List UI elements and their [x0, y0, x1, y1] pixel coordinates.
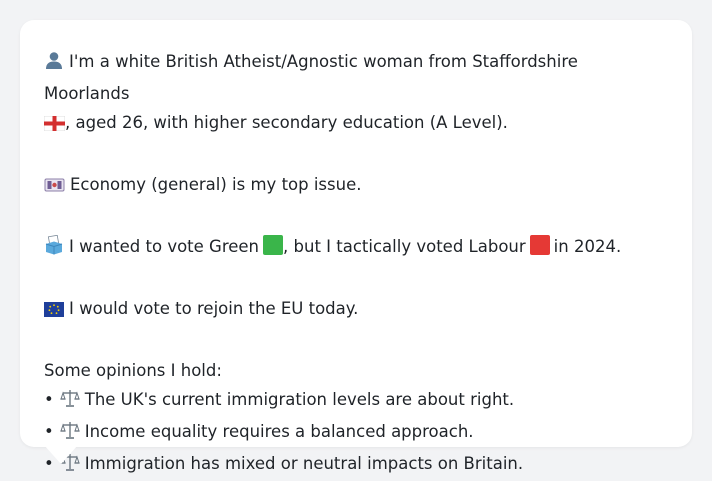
vote-text-part3: in 2024. [553, 237, 622, 256]
red-square-icon [529, 235, 550, 264]
list-item: • Income equality requires a balanced ap… [44, 417, 668, 449]
opinion-text: The UK's current immigration levels are … [84, 390, 515, 409]
opinion-text: Immigration has mixed or neutral impacts… [84, 454, 524, 473]
bullet-dot: • [44, 390, 54, 409]
opinions-section: Some opinions I hold: • The UK's current… [44, 356, 668, 481]
ballot-box-icon [44, 234, 64, 264]
bullet-dot: • [44, 422, 54, 441]
opinion-text: Income equality requires a balanced appr… [84, 422, 474, 441]
eu-stance-text: I would vote to rejoin the EU today. [69, 299, 359, 318]
banknote-icon [44, 173, 65, 202]
top-issue-paragraph: Economy (general) is my top issue. [44, 170, 668, 202]
top-issue-text: Economy (general) is my top issue. [70, 175, 362, 194]
eu-flag-icon [44, 297, 64, 326]
england-flag-icon [43, 111, 66, 140]
list-item: • The UK's current immigration levels ar… [44, 385, 668, 417]
intro-text: I'm a white British Atheist/Agnostic wom… [44, 52, 578, 103]
vote-paragraph: I wanted to vote Green , but I tacticall… [44, 232, 668, 264]
intro-text-continued: , aged 26, with higher secondary educati… [65, 113, 508, 132]
list-item: • Immigration has mixed or neutral impac… [44, 449, 668, 481]
person-icon [44, 50, 64, 79]
profile-card: I'm a white British Atheist/Agnostic wom… [20, 20, 692, 473]
vote-text-part1: I wanted to vote Green [69, 237, 260, 256]
opinions-heading: Some opinions I hold: [44, 361, 222, 380]
balance-scale-icon [60, 388, 80, 417]
speech-bubble-tail [44, 445, 78, 464]
green-square-icon [263, 235, 284, 264]
vote-text-part2: , but I tactically voted Labour [283, 237, 526, 256]
intro-paragraph: I'm a white British Atheist/Agnostic wom… [43, 47, 668, 140]
eu-paragraph: I would vote to rejoin the EU today. [44, 294, 668, 326]
balance-scale-icon [60, 420, 80, 449]
opinions-list: • The UK's current immigration levels ar… [44, 385, 668, 481]
